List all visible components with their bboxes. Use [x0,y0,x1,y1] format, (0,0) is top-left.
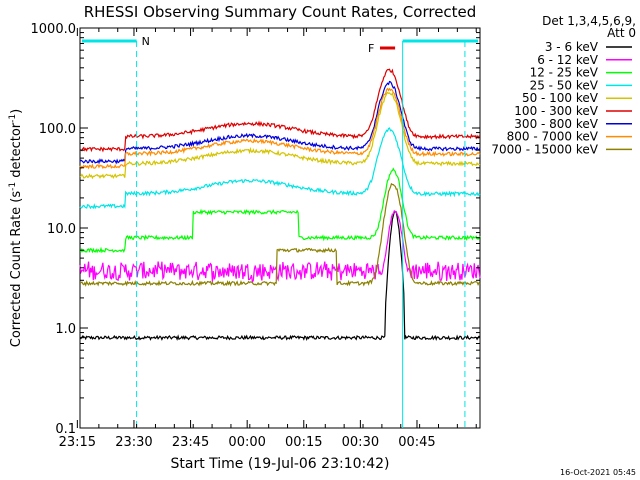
y-axis: 0.1 1.0 10.0 100.0 1000.0 [31,22,480,437]
series-line [79,91,481,180]
chart-annotations: NF [82,35,478,428]
flare-label: F [368,42,374,55]
night-label: N [142,35,150,48]
legend-label: 12 - 25 keV [530,66,599,80]
chart-title: RHESSI Observing Summary Count Rates, Co… [84,3,477,21]
x-tick-label: 23:15 [59,435,96,450]
series-line [79,80,481,165]
series-line [79,87,481,170]
series-line [79,211,481,342]
legend-label: 50 - 100 keV [522,91,599,105]
chart-marks [79,68,481,342]
y-tick-label: 100.0 [39,122,76,137]
x-tick-label: 23:45 [172,435,209,450]
x-tick-label: 00:00 [228,435,265,450]
legend-header-1: Det 1,3,4,5,6,9, [542,14,636,28]
y-tick-label: 1.0 [55,322,76,337]
x-axis-label: Start Time (19-Jul-06 23:10:42) [170,456,389,472]
y-tick-label: 10.0 [47,222,76,237]
legend-label: 7000 - 15000 keV [491,142,598,156]
y-axis-label: Corrected Count Rate (s-1 detector-1) [8,109,24,347]
y-tick-label: 1000.0 [31,22,77,37]
series-line [79,167,481,254]
legend-label: 25 - 50 keV [530,78,599,92]
legend-label: 3 - 6 keV [545,40,599,54]
plot-frame [79,27,481,429]
plot-area [79,27,481,429]
x-tick-label: 00:15 [285,435,322,450]
x-axis: 23:15 23:30 23:45 00:00 00:15 00:30 00:45 [59,28,477,450]
series-line [79,210,481,284]
series-line [79,127,481,210]
timestamp: 16-Oct-2021 05:45 [560,468,636,477]
legend-header-2: Att 0 [607,26,636,40]
series-line [79,182,481,287]
x-tick-label: 00:45 [398,435,435,450]
legend-label: 800 - 7000 keV [507,130,599,144]
y-tick-label: 0.1 [55,422,76,437]
legend-label: 6 - 12 keV [537,53,599,67]
legend-label: 300 - 800 keV [514,117,598,131]
x-tick-label: 23:30 [115,435,152,450]
legend-label: 100 - 300 keV [514,104,598,118]
series-line [79,68,481,153]
x-tick-label: 00:30 [342,435,379,450]
